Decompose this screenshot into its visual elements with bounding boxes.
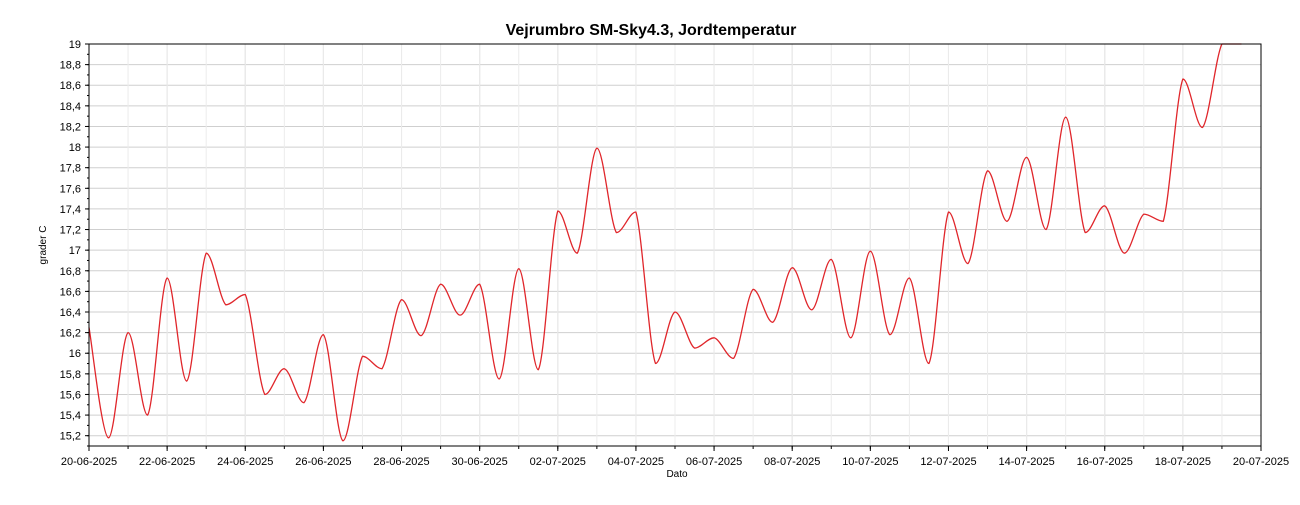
- x-tick-label: 26-06-2025: [295, 456, 351, 468]
- y-tick-label: 18,6: [60, 80, 81, 92]
- series-layer: [88, 43, 1242, 442]
- x-tick-label: 06-07-2025: [686, 456, 742, 468]
- x-tick-label: 16-07-2025: [1077, 456, 1133, 468]
- y-tick-label: 15,8: [60, 369, 81, 381]
- x-axis-label: Dato: [666, 469, 688, 480]
- x-tick-label: 30-06-2025: [452, 456, 508, 468]
- x-tick-label: 24-06-2025: [217, 456, 273, 468]
- y-tick-label: 17,8: [60, 163, 81, 175]
- y-tick-label: 18: [69, 142, 81, 154]
- series-line: [88, 43, 1242, 442]
- y-tick-label: 17,4: [60, 204, 81, 216]
- y-tick-label: 16,6: [60, 286, 81, 298]
- y-tick-label: 16,8: [60, 266, 81, 278]
- y-tick-label: 15,6: [60, 389, 81, 401]
- y-axis-label: grader C: [38, 226, 49, 265]
- x-tick-label: 22-06-2025: [139, 456, 195, 468]
- x-tick-label: 20-06-2025: [61, 456, 117, 468]
- axes: 15,2 15,4 15,6 15,8 16 16,2 16,4 16,6 16,8 17 17,2…: [60, 39, 1290, 468]
- x-tick-label: 20-07-2025: [1233, 456, 1289, 468]
- x-tick-label: 04-07-2025: [608, 456, 664, 468]
- x-tick-label: 12-07-2025: [920, 456, 976, 468]
- x-tick-label: 18-07-2025: [1155, 456, 1211, 468]
- y-tick-label: 16,2: [60, 328, 81, 340]
- x-tick-label: 28-06-2025: [373, 456, 429, 468]
- y-tick-label: 18,4: [60, 101, 81, 113]
- x-tick-label: 14-07-2025: [998, 456, 1054, 468]
- y-tick-label: 15,4: [60, 410, 81, 422]
- y-tick-label: 17,2: [60, 225, 81, 237]
- chart-title: Vejrumbro SM-Sky4.3, Jordtemperatur: [506, 22, 797, 39]
- y-tick-label: 18,2: [60, 121, 81, 133]
- y-tick-label: 17: [69, 245, 81, 257]
- y-tick-label: 18,8: [60, 60, 81, 72]
- y-tick-label: 16,4: [60, 307, 81, 319]
- y-tick-label: 16: [69, 348, 81, 360]
- x-tick-label: 08-07-2025: [764, 456, 820, 468]
- y-tick-label: 19: [69, 39, 81, 51]
- y-tick-label: 15,2: [60, 431, 81, 443]
- y-tick-label: 17,6: [60, 183, 81, 195]
- x-tick-label: 02-07-2025: [530, 456, 586, 468]
- grid: [88, 43, 1262, 446]
- x-tick-label: 10-07-2025: [842, 456, 898, 468]
